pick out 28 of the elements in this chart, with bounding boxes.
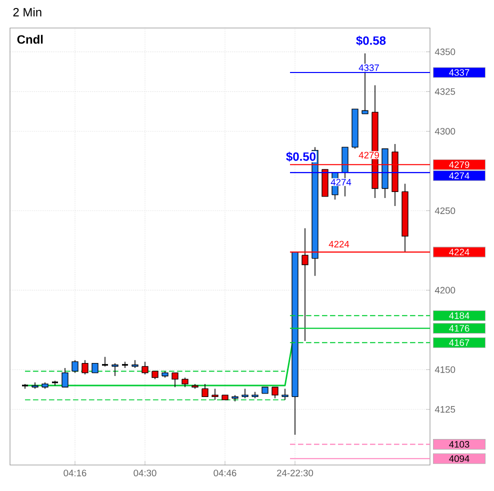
x-tick-label: 04:30 (134, 470, 156, 476)
y-tick-label: 4125 (434, 406, 456, 413)
x-tick-label: 04:16 (64, 470, 86, 476)
ref-line-label: 4094 (449, 455, 470, 462)
ref-line-label: 4176 (449, 325, 470, 332)
chart-title: 2 Min (13, 8, 42, 16)
annotation: 4224 (328, 240, 350, 248)
x-tick-label: 24-22:30 (277, 470, 314, 476)
ref-line-label: 4279 (449, 161, 470, 168)
ref-line-label: 4184 (449, 312, 470, 319)
y-tick-label: 4350 (434, 48, 456, 56)
annotation: 4279 (358, 152, 379, 158)
chart-subtitle: Cndl (17, 34, 43, 44)
annotation: $0.58 (356, 36, 386, 46)
y-tick-label: 4250 (434, 207, 456, 214)
ref-line-label: 4274 (449, 172, 470, 179)
y-tick-label: 4200 (434, 286, 456, 294)
ref-line-label: 4337 (449, 69, 470, 76)
y-tick-label: 4325 (434, 88, 456, 95)
ref-line-label: 4167 (449, 339, 470, 346)
x-tick-label: 04:46 (214, 470, 236, 476)
ref-line-label: 4103 (449, 441, 470, 448)
y-tick-label: 4150 (434, 366, 456, 373)
annotation: 4337 (358, 64, 379, 72)
y-tick-label: 4300 (434, 128, 456, 135)
annotation: 4274 (330, 178, 352, 186)
ref-line-label: 4224 (449, 248, 470, 256)
annotation: $0.50 (286, 152, 316, 162)
